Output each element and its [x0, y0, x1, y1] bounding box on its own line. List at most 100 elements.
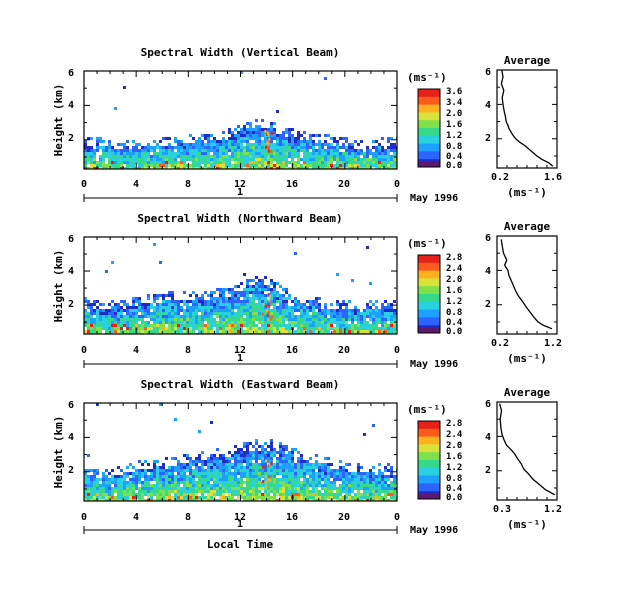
heatmap-cell [159, 261, 162, 264]
heatmap-cell [87, 327, 90, 330]
heatmap-cell [285, 167, 288, 169]
heatmap-cell [276, 282, 279, 285]
colorbar-segment [418, 469, 440, 473]
heatmap-cell [327, 475, 330, 478]
heatmap-cell [258, 137, 261, 140]
heatmap-cell [138, 469, 141, 472]
heatmap-cell [198, 155, 201, 158]
heatmap-cell [273, 134, 276, 137]
panel-title: Spectral Width (Eastward Beam) [141, 378, 340, 391]
heatmap-cell [288, 137, 291, 140]
heatmap-cell [393, 309, 396, 312]
heatmap-cell [171, 324, 174, 327]
heatmap-cell [147, 490, 150, 493]
heatmap-cell [264, 158, 267, 161]
heatmap-cell [132, 496, 135, 499]
heatmap-cell [192, 330, 195, 333]
heatmap-cell [357, 327, 360, 330]
heatmap-cell [246, 134, 249, 137]
heatmap-cell [309, 158, 312, 161]
heatmap-cell [111, 146, 114, 149]
heatmap-cell [291, 490, 294, 493]
heatmap-cell [204, 496, 207, 499]
heatmap-cell [111, 481, 114, 484]
heatmap-cell [369, 158, 372, 161]
colorbar-segment [418, 89, 440, 92]
heatmap-cell [279, 303, 282, 306]
heatmap-cell [273, 282, 276, 285]
colorbar-tick: 0.4 [446, 484, 463, 494]
heatmap-cell [261, 460, 264, 463]
heatmap-cell [351, 312, 354, 315]
heatmap-cell [264, 454, 267, 457]
heatmap-cell [303, 309, 306, 312]
heatmap-cell [261, 140, 264, 143]
heatmap-cell [282, 457, 285, 460]
heatmap-cell [261, 279, 264, 282]
heatmap-cell [177, 140, 180, 143]
heatmap-cell [276, 451, 279, 454]
heatmap-cell [231, 478, 234, 481]
heatmap-cell [207, 155, 210, 158]
heatmap-cell [144, 481, 147, 484]
heatmap-cell [393, 312, 396, 315]
heatmap-cell [150, 303, 153, 306]
heatmap-cell [393, 493, 396, 496]
heatmap-cell [300, 321, 303, 324]
heatmap-cell [351, 164, 354, 167]
heatmap-cell [165, 330, 168, 333]
heatmap-cell [240, 161, 243, 164]
heatmap-cell [261, 297, 264, 300]
heatmap-cell [288, 143, 291, 146]
heatmap-cell [141, 496, 144, 499]
heatmap-cell [357, 493, 360, 496]
heatmap-cell [243, 445, 246, 448]
heatmap-cell [90, 327, 93, 330]
heatmap-cell [126, 472, 129, 475]
heatmap-cell [276, 291, 279, 294]
heatmap-cell [267, 318, 270, 321]
colorbar-segment [418, 126, 440, 129]
heatmap-cell [195, 143, 198, 146]
heatmap-cell [390, 303, 393, 306]
heatmap-cell [378, 496, 381, 499]
heatmap-cell [225, 478, 228, 481]
heatmap-cell [162, 478, 165, 481]
x-tick-label: 12 [234, 179, 246, 190]
heatmap-cell [291, 140, 294, 143]
heatmap-cell [285, 306, 288, 309]
heatmap-cell [363, 158, 366, 161]
heatmap-cell [180, 463, 183, 466]
heatmap-cell [330, 481, 333, 484]
heatmap-cell [120, 315, 123, 318]
heatmap-cell [321, 327, 324, 330]
heatmap-cell [354, 152, 357, 155]
heatmap-cell [315, 161, 318, 164]
heatmap-cell [339, 155, 342, 158]
heatmap-cell [192, 146, 195, 149]
heatmap-cell [252, 312, 255, 315]
heatmap-cell [243, 152, 246, 155]
heatmap-cell [240, 460, 243, 463]
heatmap-cell [351, 143, 354, 146]
heatmap-cell [162, 164, 165, 167]
heatmap-cell [330, 496, 333, 499]
heatmap-cell [297, 158, 300, 161]
heatmap-cell [132, 146, 135, 149]
heatmap-cell [201, 463, 204, 466]
heatmap-cell [303, 143, 306, 146]
colorbar-segment [418, 479, 440, 482]
heatmap-cell [324, 306, 327, 309]
heatmap-cell [162, 167, 165, 169]
heatmap-cell [129, 478, 132, 481]
heatmap-cell [261, 167, 264, 169]
heatmap-cell [195, 309, 198, 312]
heatmap-cell [264, 499, 267, 501]
heatmap-cell [381, 161, 384, 164]
heatmap-cell [180, 152, 183, 155]
heatmap-cell [363, 433, 366, 436]
heatmap-cell [276, 472, 279, 475]
heatmap-cell [375, 327, 378, 330]
heatmap-cell [294, 306, 297, 309]
heatmap-cell [87, 312, 90, 315]
